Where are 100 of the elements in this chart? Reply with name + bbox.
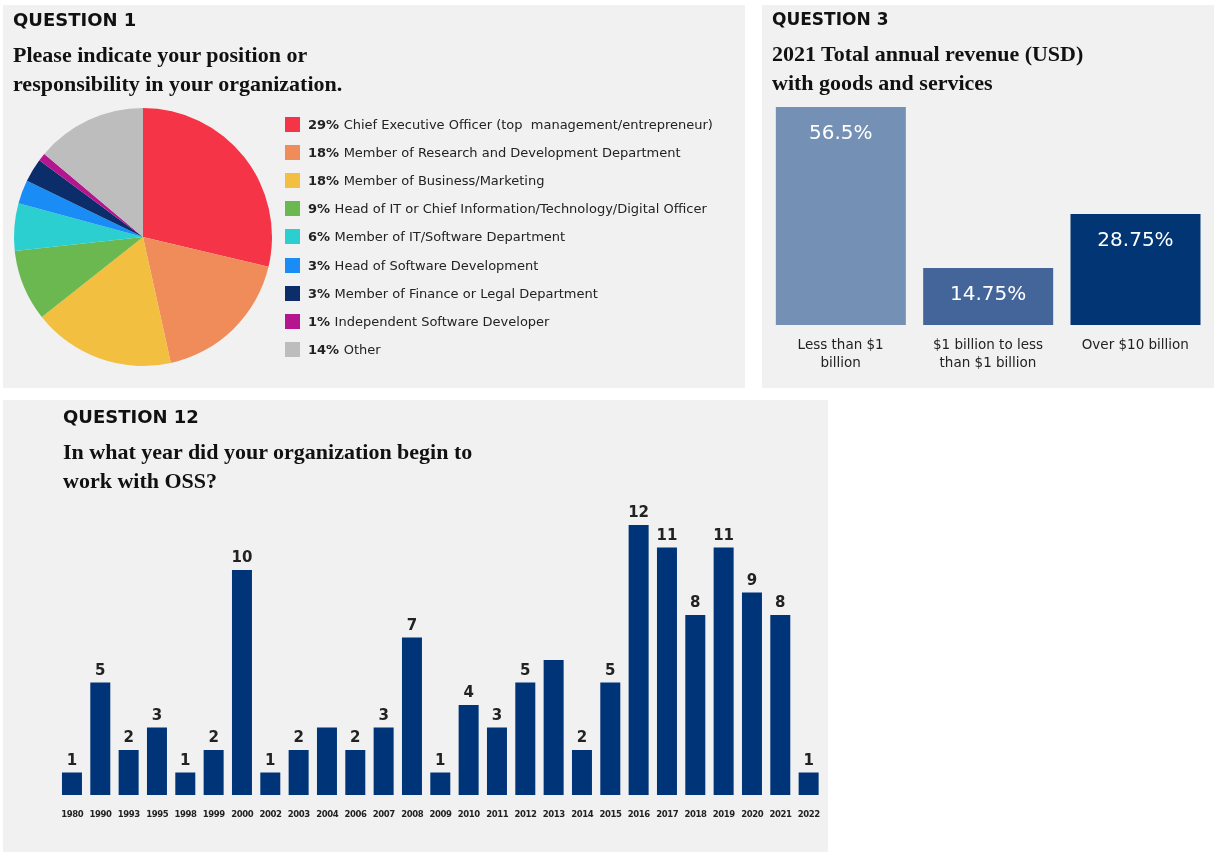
data-label: 8 — [775, 593, 786, 611]
x-tick-label: 2007 — [372, 809, 396, 819]
data-label: 1 — [265, 750, 276, 769]
pie-slice — [44, 108, 143, 237]
bar — [175, 772, 196, 795]
x-tick-label: $1 billion to less than $1 billion — [932, 336, 1044, 370]
legend-label: 14% Other — [308, 342, 381, 358]
pie-slice — [143, 108, 272, 267]
x-tick-label: 2003 — [287, 809, 311, 819]
bar — [486, 727, 507, 795]
x-tick-label: 2012 — [514, 809, 538, 819]
data-label: 5 — [520, 660, 531, 679]
x-tick-label: 1999 — [202, 809, 226, 819]
pie-slice — [18, 180, 143, 237]
x-tick-label: 1998 — [174, 809, 198, 819]
data-label: 5 — [95, 660, 106, 679]
x-tick-label: 2008 — [401, 809, 424, 819]
data-label: 56.5% — [809, 120, 873, 145]
x-tick-label: 2018 — [684, 809, 708, 819]
legend-label: 9% Head of IT or Chief Information/Technology/Digital Officer — [308, 201, 707, 217]
bar — [515, 682, 536, 795]
x-tick-label: 2016 — [627, 809, 651, 819]
legend-label: 18% Member of Research and Development Department — [308, 144, 681, 160]
x-tick-label: 2017 — [656, 809, 679, 819]
data-label: 2 — [350, 728, 361, 746]
data-label: 4 — [463, 683, 474, 701]
bar — [600, 682, 621, 795]
data-label: 3 — [151, 705, 163, 724]
data-label: 2 — [293, 728, 304, 746]
legend-label: 3% Member of Finance or Legal Department — [308, 285, 598, 301]
bar — [260, 772, 281, 795]
x-tick-label: 2013 — [542, 809, 566, 819]
x-tick-label: 2006 — [344, 809, 368, 819]
chart-subtitle: 2021 Total annual revenue (USD) with goods and services — [772, 40, 1085, 97]
x-tick-label: 2014 — [571, 809, 594, 819]
x-tick-label: 1993 — [117, 809, 141, 819]
x-tick-label: 1995 — [146, 809, 169, 819]
bar — [203, 750, 224, 795]
bar — [458, 705, 479, 795]
data-label: 3 — [491, 705, 503, 724]
x-tick-label: Less than $1 billion — [797, 336, 884, 370]
x-tick-label: 1980 — [61, 809, 84, 819]
x-tick-label: 2020 — [741, 809, 764, 819]
x-tick-label: 2019 — [712, 809, 736, 819]
x-tick-label: Over $10 billion — [1081, 336, 1189, 352]
data-label: 9 — [746, 570, 758, 589]
bar — [401, 637, 422, 795]
bar — [430, 772, 451, 795]
bar — [316, 727, 337, 795]
pie-slice — [143, 237, 269, 363]
x-tick-label: 2000 — [231, 809, 254, 819]
x-tick-label: 2011 — [486, 809, 509, 819]
legend-label: 3% Head of Software Development — [308, 257, 539, 273]
bar — [288, 750, 309, 795]
bar — [713, 547, 734, 795]
bar — [345, 750, 366, 795]
text: Please indicate your position or responsibility in your organization. — [13, 41, 344, 98]
data-label: 14.75% — [950, 281, 1027, 306]
x-tick-label: 2010 — [457, 809, 481, 819]
data-label: 1 — [803, 750, 814, 769]
bar — [628, 525, 649, 795]
bar — [543, 660, 564, 795]
pie-slice — [14, 203, 143, 252]
x-tick-label: 2002 — [259, 809, 283, 819]
data-label: 2 — [208, 728, 219, 746]
data-label: 7 — [406, 615, 418, 634]
bar — [798, 772, 819, 795]
legend-label: 18% Member of Business/Marketing — [308, 172, 545, 188]
data-label: 12 — [628, 503, 650, 521]
legend-label: 1% Independent Software Developer — [308, 313, 550, 329]
bar — [656, 547, 677, 795]
bar — [146, 727, 167, 795]
x-tick-label: 2009 — [429, 809, 453, 819]
chart-title: QUESTION 1 — [13, 9, 138, 30]
bar — [90, 682, 111, 795]
data-label: 5 — [605, 660, 616, 679]
x-tick-label: 2022 — [797, 809, 821, 819]
x-tick-label: 2021 — [769, 809, 793, 819]
bar — [770, 615, 791, 795]
chart-title: QUESTION 12 — [63, 406, 200, 427]
pie-slice — [26, 160, 143, 237]
x-tick-label: 2004 — [316, 809, 339, 819]
x-tick-label: 2015 — [599, 809, 623, 819]
data-label: 11 — [656, 525, 678, 544]
data-label: 3 — [378, 705, 389, 724]
data-label: 11 — [713, 525, 735, 544]
data-label: 1 — [435, 750, 446, 769]
bar — [571, 750, 592, 795]
data-label: 8 — [690, 593, 701, 611]
data-label: 2 — [576, 728, 588, 746]
bar — [118, 750, 139, 795]
chart-subtitle: In what year did your organization begin to work with OSS? — [63, 438, 474, 495]
legend-label: 6% Member of IT/Software Department — [308, 229, 566, 245]
bar — [231, 570, 252, 795]
chart-title: QUESTION 3 — [772, 9, 890, 29]
bar — [61, 772, 82, 795]
data-label: 2 — [123, 728, 134, 746]
legend-label: 29% Chief Executive Officer (top management/entrepreneur) — [308, 116, 713, 132]
x-tick-label: 1990 — [89, 809, 113, 819]
data-label: 1 — [66, 750, 78, 769]
